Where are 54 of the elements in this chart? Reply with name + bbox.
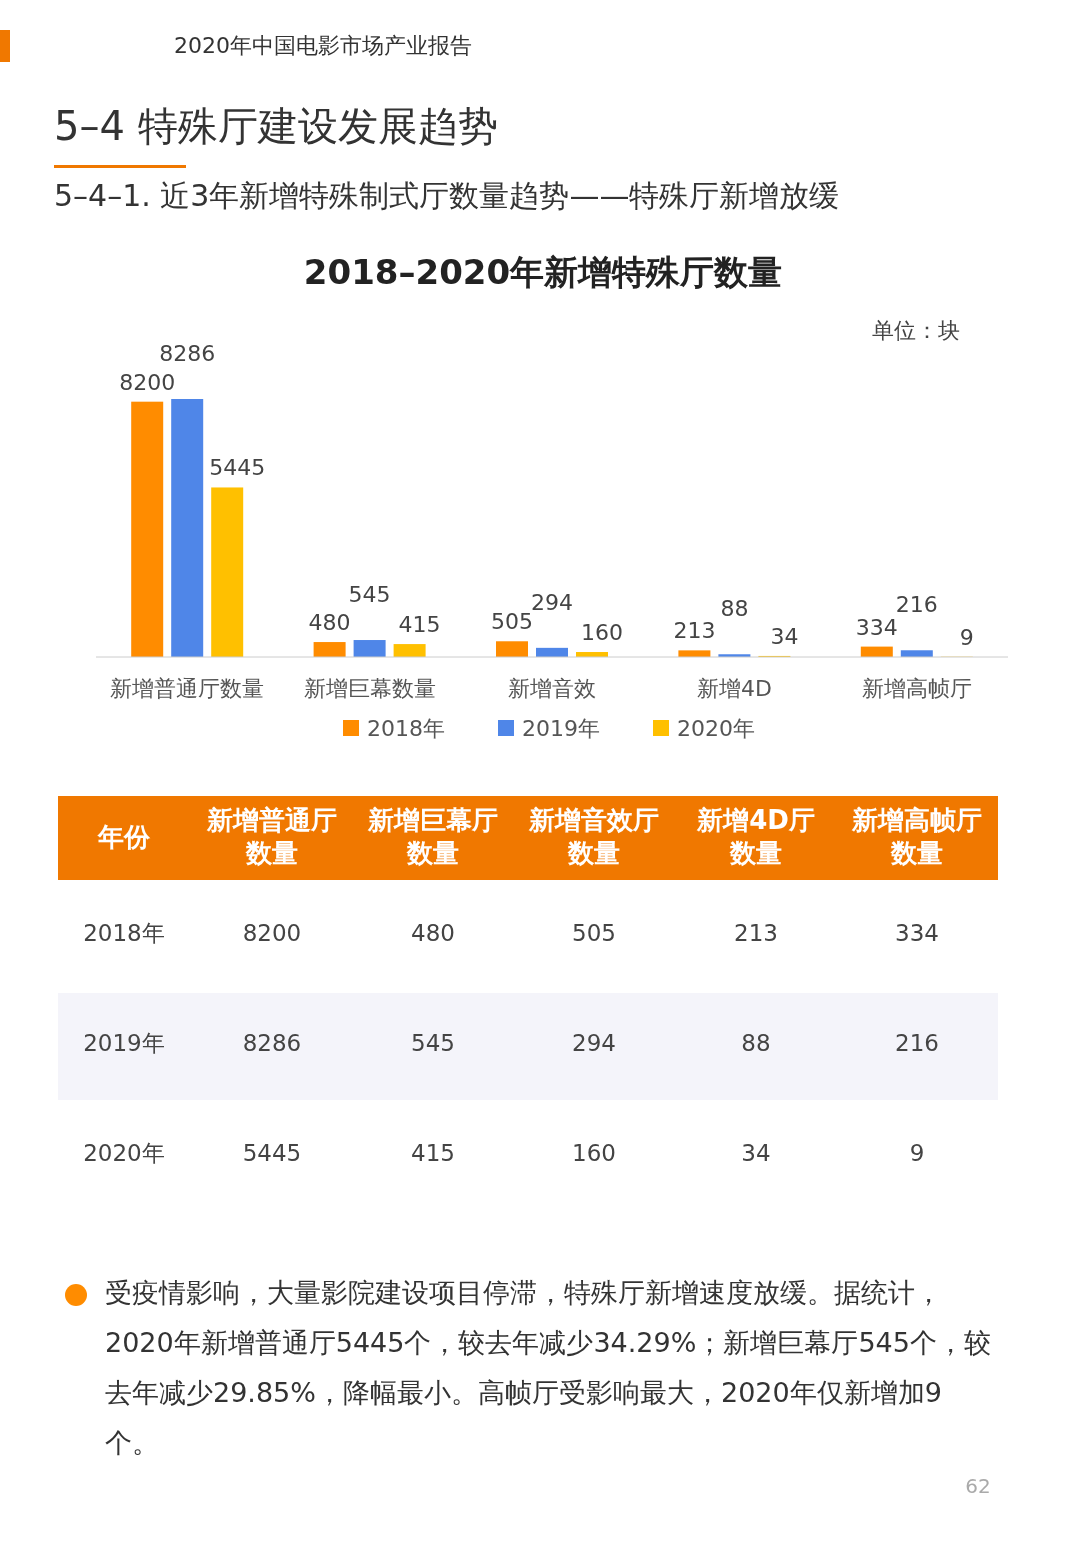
data-label: 294 [572, 1030, 616, 1056]
text: 34 [770, 623, 799, 649]
text: 213 [673, 618, 716, 644]
legend-label: 2018年 [367, 716, 445, 741]
data-label: 545 [411, 1030, 455, 1056]
data-label: 213 [734, 920, 778, 946]
text: 480 [308, 610, 351, 636]
data-label: 9 [909, 1140, 925, 1166]
text: 新增普通厅数量 [206, 805, 337, 868]
data-label: 334 [895, 920, 939, 946]
data-label: 505 [572, 920, 616, 946]
data-label: 88 [741, 1030, 771, 1056]
data-label: 216 [895, 1030, 939, 1056]
text: 545 [348, 582, 391, 608]
text: 9 [959, 624, 974, 650]
text: 2018年 [83, 920, 165, 946]
chart-subtitle: 5–4–1. 近3年新增特殊制式厅数量趋势——特殊厅新增放缓 [54, 178, 840, 213]
legend-label: 2019年 [522, 716, 600, 741]
text: 2019年 [83, 1030, 165, 1056]
data-label: 415 [411, 1140, 455, 1166]
text: 年份 [97, 822, 151, 852]
text: 5445 [209, 455, 266, 481]
text: 8286 [159, 341, 216, 366]
text: 62 [965, 1474, 991, 1498]
data-label: 160 [572, 1140, 616, 1166]
x-tick-label: 新增巨幕数量 [303, 676, 436, 701]
chart-title: 2018–2020年新增特殊厅数量 [303, 252, 783, 292]
text: 受疫情影响，大量影院建设项目停滞，特殊厅新增速度放缓。据统计，2020年新增普通厅5445个，较去年减少34.29%；新增巨幕厅545个，较去年减少29.85%，降幅最小。高帧厅受影响最大，2020年仅新增加9个。 [105, 1276, 992, 1460]
data-label: 5445 [242, 1140, 302, 1166]
text: 334 [855, 614, 898, 640]
x-tick-label: 新增普通厅数量 [110, 676, 265, 701]
x-tick-label: 新增音效 [508, 676, 596, 701]
data-label: 8200 [242, 920, 302, 946]
text: 216 [895, 592, 938, 618]
text: 88 [720, 596, 749, 622]
text: 新增巨幕厅数量 [367, 805, 498, 868]
text: 294 [531, 589, 573, 615]
text: 160 [581, 620, 623, 646]
text: 新增音效厅数量 [528, 805, 659, 868]
text: 415 [398, 612, 441, 638]
text: 2020年 [83, 1140, 165, 1166]
text: 新增高帧厅数量 [851, 805, 982, 868]
text: 505 [491, 609, 533, 635]
text: 单位：块 [872, 318, 960, 343]
data-label: 480 [411, 920, 455, 946]
legend-label: 2020年 [677, 716, 755, 741]
text: 2020年中国电影市场产业报告 [174, 33, 472, 58]
text: 新增4D厅数量 [696, 805, 815, 868]
data-label: 34 [741, 1140, 771, 1166]
text: 8200 [119, 369, 176, 395]
x-tick-label: 新增4D [696, 676, 772, 701]
data-label: 8286 [242, 1030, 302, 1056]
x-tick-label: 新增高帧厅 [861, 676, 972, 701]
text: 5–4 特殊厅建设发展趋势 [54, 103, 498, 149]
